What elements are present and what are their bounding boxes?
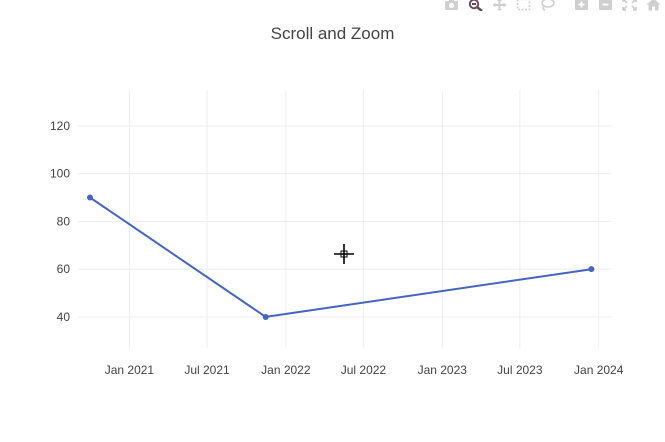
camera-button[interactable]: [439, 0, 463, 14]
x-tick-label: Jul 2021: [184, 363, 230, 377]
modebar: [439, 0, 665, 14]
zoom-in-button[interactable]: [569, 0, 593, 14]
autoscale-button[interactable]: [617, 0, 641, 14]
pan-icon: [492, 0, 506, 11]
zoom-icon: [468, 0, 483, 11]
x-tick-label: Jan 2022: [261, 363, 311, 377]
series-line[interactable]: [89, 196, 592, 318]
zoom-out-icon: [598, 0, 612, 10]
grid-layer: [78, 90, 612, 348]
x-tick-label: Jan 2024: [574, 363, 624, 377]
y-tick-label: 60: [57, 262, 71, 276]
lasso-select-icon: [540, 0, 555, 11]
zoom-button[interactable]: [463, 0, 487, 14]
y-tick-label: 40: [57, 310, 71, 324]
data-point[interactable]: [87, 194, 93, 201]
x-tick-label: Jul 2023: [497, 363, 543, 377]
zoom-out-button[interactable]: [593, 0, 617, 14]
zoom-in-icon: [574, 0, 588, 10]
camera-icon: [444, 0, 458, 10]
lasso-select-button[interactable]: [535, 0, 559, 14]
autoscale-icon: [621, 0, 637, 11]
x-tick-label: Jan 2023: [418, 363, 468, 377]
box-select-button[interactable]: [511, 0, 535, 14]
chart-title: Scroll and Zoom: [270, 24, 395, 43]
y-tick-label: 120: [50, 119, 70, 133]
pan-button[interactable]: [487, 0, 511, 14]
data-point[interactable]: [262, 313, 269, 320]
series-layer: [87, 194, 595, 320]
reset-axes-icon: [646, 0, 660, 11]
reset-axes-button[interactable]: [641, 0, 665, 14]
box-select-icon: [516, 0, 530, 11]
x-tick-label: Jul 2022: [341, 363, 387, 377]
y-tick-label: 100: [50, 167, 70, 181]
data-point[interactable]: [588, 266, 595, 273]
x-tick-label: Jan 2021: [105, 363, 155, 377]
y-tick-label: 80: [57, 214, 71, 228]
x-axis-ticks: Jan 2021 Jul 2021 Jan 2022 Jul 2022 Jan 2023…: [105, 363, 624, 377]
y-axis-ticks: 40 60 80 100 120: [50, 119, 70, 324]
